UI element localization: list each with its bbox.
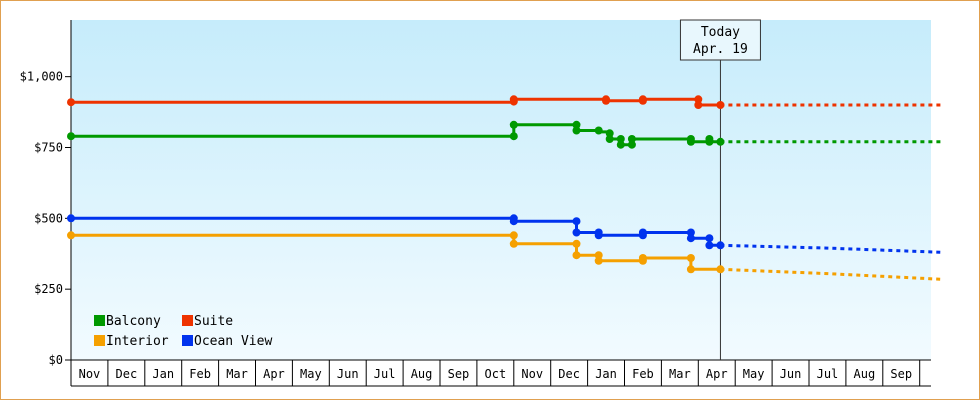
data-point: [594, 126, 603, 135]
data-point: [686, 265, 695, 274]
data-point: [509, 239, 518, 248]
data-point: [616, 140, 625, 149]
legend-swatch-suite: [182, 315, 193, 326]
y-tick-label: $500: [34, 211, 63, 225]
month-label: Dec: [116, 367, 138, 381]
data-point: [509, 231, 518, 240]
data-point: [509, 120, 518, 129]
plot-area: [71, 20, 931, 360]
month-label: Feb: [189, 367, 211, 381]
month-label: Aug: [411, 367, 433, 381]
series-forecast-interior: [720, 267, 942, 281]
legend-swatch-ocean-view: [182, 335, 193, 346]
data-point: [686, 254, 695, 262]
data-point: [705, 241, 714, 250]
series-layer: [67, 95, 942, 281]
series-interior: [67, 231, 942, 281]
data-point: [67, 214, 75, 223]
series-ocean-view: [67, 214, 942, 254]
data-point: [509, 217, 518, 226]
data-point: [594, 231, 603, 240]
month-label: Jan: [152, 367, 174, 381]
data-point: [686, 137, 695, 146]
data-point: [594, 256, 603, 265]
data-point: [705, 234, 714, 243]
month-label: May: [300, 367, 322, 381]
data-point: [716, 101, 725, 109]
month-label: Apr: [263, 367, 285, 381]
data-point: [572, 126, 581, 135]
data-point: [572, 239, 581, 248]
legend-label-balcony: Balcony: [106, 314, 161, 329]
data-point: [716, 241, 725, 250]
data-point: [686, 234, 695, 243]
month-label: Jul: [817, 367, 839, 381]
data-point: [616, 135, 625, 143]
month-label: Dec: [558, 367, 580, 381]
data-point: [694, 95, 703, 104]
y-axis: $0 $250 $500 $750 $1,000: [20, 20, 72, 367]
data-point: [605, 135, 614, 143]
month-label: Mar: [669, 367, 691, 381]
data-point: [594, 251, 603, 260]
month-label: Jun: [780, 367, 802, 381]
data-point: [67, 132, 75, 141]
series-balcony: [67, 120, 942, 149]
legend: Balcony Suite Interior Ocean View: [94, 314, 272, 349]
data-point: [572, 251, 581, 260]
data-point: [67, 231, 75, 240]
data-point: [638, 254, 647, 262]
month-label: Aug: [854, 367, 876, 381]
legend-swatch-balcony: [94, 315, 105, 326]
data-point: [627, 140, 636, 149]
today-marker: Today Apr. 19: [679, 19, 761, 360]
data-point: [509, 95, 518, 104]
month-label: Nov: [521, 367, 543, 381]
month-label: Oct: [485, 367, 507, 381]
data-point: [716, 137, 725, 146]
data-point: [572, 217, 581, 226]
x-axis: Nov Dec Jan Feb Mar Apr May Jun Jul Aug Sep Oct Nov D…: [70, 359, 931, 387]
data-point: [602, 96, 610, 105]
data-point: [627, 135, 636, 143]
data-point: [694, 101, 703, 109]
series-forecast-ocean-view: [720, 243, 942, 254]
today-label: Today: [701, 25, 740, 40]
legend-label-ocean-view: Ocean View: [194, 334, 272, 349]
data-point: [572, 228, 581, 237]
month-label: Mar: [226, 367, 248, 381]
data-point: [509, 132, 518, 141]
month-label: Apr: [706, 367, 728, 381]
month-label: May: [743, 367, 765, 381]
legend-swatch-interior: [94, 335, 105, 346]
series-suite: [67, 95, 942, 109]
month-label: Nov: [79, 367, 101, 381]
month-label: Jul: [374, 367, 396, 381]
month-label: Feb: [632, 367, 654, 381]
data-point: [716, 265, 725, 274]
month-label: Jun: [337, 367, 359, 381]
data-point: [572, 120, 581, 129]
legend-label-suite: Suite: [194, 314, 233, 329]
month-label: Sep: [448, 367, 470, 381]
data-point: [67, 98, 75, 107]
data-point: [705, 137, 714, 146]
today-date: Apr. 19: [693, 42, 748, 57]
legend-label-interior: Interior: [106, 334, 169, 349]
y-tick-label: $0: [49, 353, 63, 367]
month-label: Sep: [890, 367, 912, 381]
data-point: [605, 129, 614, 138]
data-point: [638, 228, 647, 237]
data-point: [638, 96, 647, 105]
today-box: [679, 19, 761, 61]
month-label: Jan: [595, 367, 617, 381]
y-tick-label: $250: [34, 282, 63, 296]
y-tick-label: $750: [34, 141, 63, 155]
y-tick-label: $1,000: [20, 70, 63, 84]
data-point: [686, 228, 695, 237]
